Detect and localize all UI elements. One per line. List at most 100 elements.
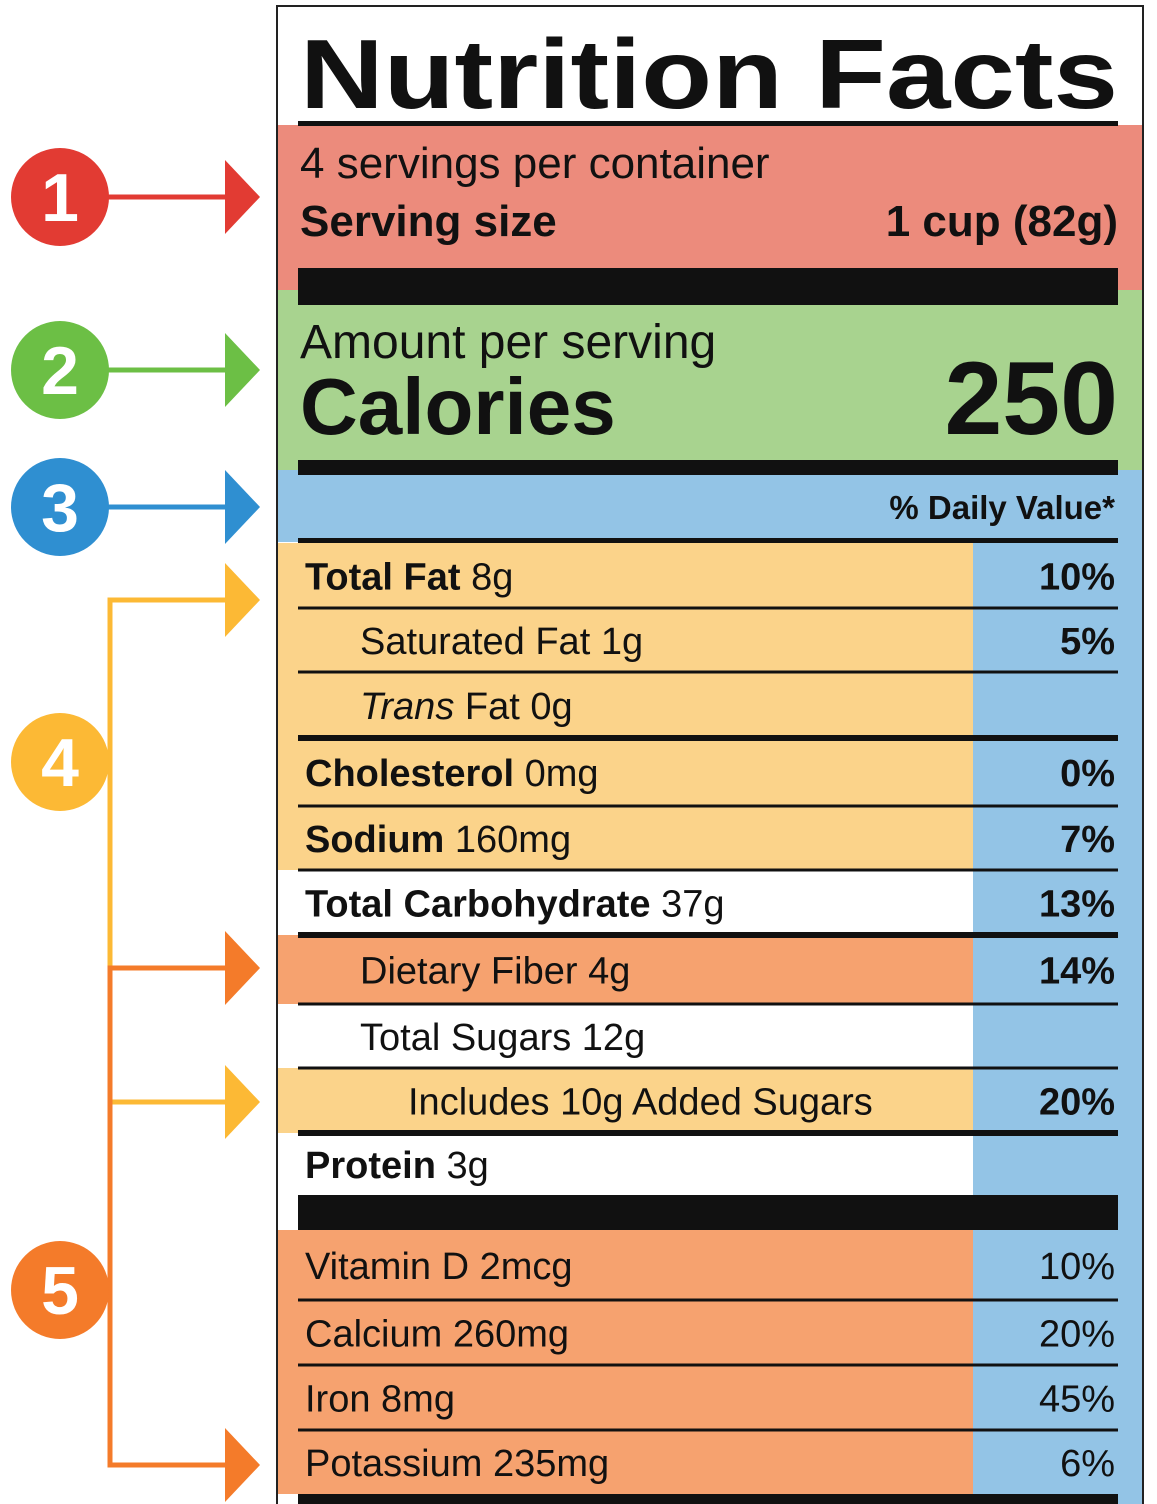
arrow-head (225, 333, 260, 407)
nutrient-amount: 235mg (493, 1443, 609, 1485)
nutrient-row-text: Dietary Fiber 4g (360, 951, 630, 993)
daily-value-percent: 10% (1039, 557, 1115, 599)
serving-size: 1 cup (82g) (886, 197, 1118, 246)
nutrient-amount: 12g (582, 1017, 645, 1059)
thick-bar (298, 1195, 1118, 1230)
row-separator (298, 932, 1118, 938)
daily-value-percent: 10% (1039, 1246, 1115, 1288)
row-background (277, 1004, 973, 1068)
row-separator (298, 606, 1118, 610)
annotation-number: 2 (41, 333, 79, 409)
bracket (107, 597, 235, 968)
row-background (277, 1230, 973, 1300)
nutrient-amount: 2mcg (480, 1246, 573, 1288)
nutrient-name: Sodium (305, 819, 444, 861)
label-border (276, 5, 1144, 1504)
nutrient-name: Total Carbohydrate (305, 884, 651, 926)
nutrient-name: Protein (305, 1145, 436, 1187)
annotation-number: 3 (41, 470, 79, 546)
daily-value-percent: 45% (1039, 1379, 1115, 1421)
arrow-head (225, 1065, 260, 1139)
nutrient-amount: 260mg (453, 1314, 569, 1356)
nutrient-name: Cholesterol (305, 753, 514, 795)
nutrient-amount: 37g (661, 884, 724, 926)
daily-value-percent: 13% (1039, 884, 1115, 926)
row-separator (298, 670, 1118, 674)
calories-section (277, 290, 1143, 470)
row-background (277, 1365, 973, 1430)
nutrient-row-text: Includes 10g Added Sugars (408, 1082, 873, 1124)
nutrient-row-text: Sodium 160mg (305, 819, 571, 861)
nutrient-amount: 0mg (525, 753, 599, 795)
arrow-head (225, 470, 260, 544)
row-background (277, 1068, 973, 1133)
row-background (277, 543, 973, 608)
row-separator (298, 804, 1118, 808)
nutrient-amount: 160mg (455, 819, 571, 861)
nutrient-name: Calcium (305, 1314, 442, 1356)
calories-label: Calories (300, 362, 616, 451)
nutrient-name: Total Sugars (360, 1017, 571, 1059)
nutrient-name: Potassium (305, 1443, 482, 1485)
daily-value-percent: 0% (1060, 753, 1115, 795)
daily-value-header: % Daily Value* (889, 489, 1115, 526)
nutrient-name: Includes 10g Added Sugars (408, 1082, 873, 1124)
row-separator (298, 1428, 1118, 1432)
title: Nutrition Facts (300, 19, 1118, 129)
arrow-head (225, 563, 260, 637)
daily-value-column (973, 540, 1143, 1504)
annotation-arrows (100, 194, 235, 1468)
row-background (277, 935, 973, 1004)
row-background (277, 806, 973, 870)
nutrient-name: Iron (305, 1379, 370, 1421)
nutrient-name: Dietary Fiber (360, 951, 578, 993)
daily-value-percent: 14% (1039, 951, 1115, 993)
daily-value-percent: 6% (1060, 1443, 1115, 1485)
row-background (277, 608, 973, 672)
serving-size-label: Serving size (300, 197, 557, 246)
row-separator (298, 1130, 1118, 1136)
annotation-number: 4 (41, 725, 79, 801)
amount-per-serving: Amount per serving (300, 316, 716, 369)
row-background (277, 738, 973, 806)
nutrient-italic: Trans (360, 686, 454, 728)
nutrient-row-text: Total Sugars 12g (360, 1017, 645, 1059)
nutrient-row-text: Trans Fat 0g (360, 686, 573, 728)
nutrient-amount: 0g (530, 686, 572, 728)
thick-bar (298, 460, 1118, 475)
nutrient-row-text: Cholesterol 0mg (305, 753, 599, 795)
nutrient-row-text: Saturated Fat 1g (360, 621, 643, 663)
nutrient-row-text: Iron 8mg (305, 1379, 455, 1421)
arrow-head (225, 931, 260, 1005)
row-background (277, 1430, 973, 1494)
nutrient-amount: 8mg (381, 1379, 455, 1421)
daily-value-percent: 20% (1039, 1314, 1115, 1356)
row-separator (298, 1066, 1118, 1070)
nutrient-amount: 8g (471, 557, 513, 599)
arrow-head (225, 1428, 260, 1502)
row-separator (298, 868, 1118, 872)
nutrient-name: Vitamin D (305, 1246, 469, 1288)
row-background (277, 1300, 973, 1365)
row-background (277, 870, 973, 935)
nutrient-row-text: Calcium 260mg (305, 1314, 569, 1356)
annotation-number: 5 (41, 1253, 79, 1329)
bracket (107, 965, 235, 1468)
daily-value-percent: 5% (1060, 621, 1115, 663)
nutrient-row-text: Total Carbohydrate 37g (305, 884, 725, 926)
row-separator (298, 1002, 1118, 1006)
row-separator (298, 735, 1118, 741)
nutrient-name: Total Fat (305, 557, 461, 599)
daily-value-section (277, 470, 1143, 542)
thick-bar (298, 1494, 1118, 1504)
servings-per-container: 4 servings per container (300, 139, 770, 188)
arrow-heads (225, 160, 260, 1502)
row-separator (298, 1298, 1118, 1302)
nutrient-amount: 1g (601, 621, 643, 663)
nutrient-row-text: Total Fat 8g (305, 557, 513, 599)
row-background (277, 672, 973, 738)
thick-bar (298, 268, 1118, 305)
nutrient-row-text: Potassium 235mg (305, 1443, 609, 1485)
annotation-badge (11, 148, 109, 246)
